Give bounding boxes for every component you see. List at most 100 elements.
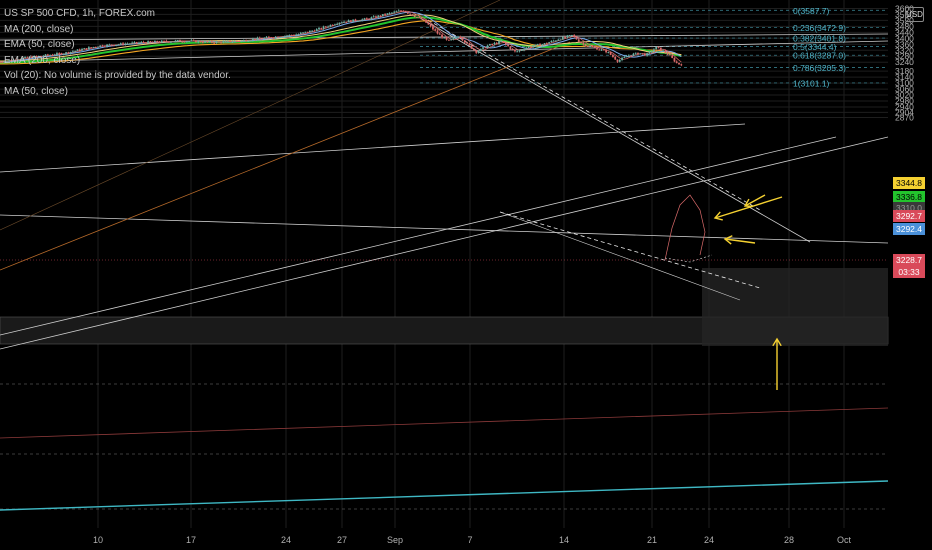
candle-body xyxy=(639,53,642,55)
candle-body xyxy=(44,54,47,56)
candle-body xyxy=(295,34,298,36)
candle-body xyxy=(454,37,457,39)
candle-body xyxy=(516,51,519,53)
candle-body xyxy=(76,49,79,51)
candle-body xyxy=(466,42,469,44)
candle-body xyxy=(169,41,172,43)
candle-body xyxy=(290,34,293,36)
moving-averages xyxy=(0,10,682,65)
candle-body xyxy=(459,36,462,38)
candle-body xyxy=(668,54,671,56)
candle-body xyxy=(345,21,348,23)
candle-body xyxy=(618,59,621,62)
price-tag-label: 3292.4 xyxy=(896,224,922,234)
time-tick-label: 24 xyxy=(281,535,291,545)
candle-body xyxy=(183,41,186,43)
candle-body xyxy=(536,44,539,46)
fib-label: 0.618(3287.0) xyxy=(793,51,846,61)
candle-body xyxy=(352,19,355,22)
time-tick-label: Oct xyxy=(837,535,852,545)
candle-body xyxy=(283,35,286,37)
candle-body xyxy=(318,27,320,30)
candle-body xyxy=(188,41,191,43)
candle-body xyxy=(509,46,512,50)
candle-body xyxy=(356,20,359,22)
candle-body xyxy=(637,52,639,55)
price-tick-label: 3020 xyxy=(895,90,914,100)
price-tick-label: 3520 xyxy=(895,15,914,25)
arrow-middle xyxy=(714,196,783,219)
candle-body xyxy=(545,43,548,45)
candle-body xyxy=(539,44,541,46)
price-tick-label: 3280 xyxy=(895,51,914,61)
price-tick-label: 3100 xyxy=(895,78,914,88)
candle-body xyxy=(561,36,564,40)
candle-body xyxy=(400,10,402,12)
candle-body xyxy=(108,44,111,46)
candle-body xyxy=(666,52,669,55)
arrow-upper xyxy=(744,194,766,207)
candle-body xyxy=(623,56,626,58)
candle-body xyxy=(340,22,343,24)
candle-body xyxy=(673,57,676,62)
candle-body xyxy=(457,36,459,38)
candle-body xyxy=(181,41,184,43)
candle-body xyxy=(461,37,464,41)
candle-body xyxy=(452,37,455,40)
price-tick-label: 3440 xyxy=(895,27,914,37)
candle-body xyxy=(450,39,453,41)
price-axis[interactable]: 3600356035203480344034003360332032803240… xyxy=(895,3,914,122)
price-tick-label: 3600 xyxy=(895,3,914,13)
price-tag-label: 3336.8 xyxy=(896,192,922,202)
candle-body xyxy=(641,53,644,55)
price-tag-label: 03:33 xyxy=(898,267,920,277)
candle-body xyxy=(106,44,108,47)
candle-body xyxy=(165,40,168,42)
candle-body xyxy=(60,53,63,55)
candle-body xyxy=(3,62,6,64)
candle-body xyxy=(475,50,478,53)
candle-body xyxy=(575,36,578,40)
annotation-arrows[interactable] xyxy=(713,194,783,390)
candle-body xyxy=(208,41,211,43)
candle-body xyxy=(40,55,42,57)
candle-body xyxy=(427,22,430,25)
candle-body xyxy=(101,45,104,47)
candle-body xyxy=(122,43,124,45)
candle-body xyxy=(154,40,156,42)
price-tag-bg xyxy=(893,177,925,189)
fib-retracement[interactable]: 0(3587.7) 0.236(3472.9)0.382(3401.8)0.5(3… xyxy=(420,6,888,89)
indicator-volume[interactable]: Vol (20): No volume is provided by the d… xyxy=(4,70,231,81)
candle-body xyxy=(384,14,386,16)
time-tick-label: Sep xyxy=(387,535,403,545)
candle-body xyxy=(131,42,134,44)
candle-body xyxy=(388,12,391,14)
trend-line xyxy=(0,40,889,63)
time-axis[interactable]: 10 17 24 27 Sep 7 14 21 24 28 Oct xyxy=(93,535,852,545)
candle-body xyxy=(58,53,61,55)
indicator-ema50[interactable]: EMA (50, close) xyxy=(4,39,75,50)
indicator-ema200[interactable]: EMA (200, close) xyxy=(4,54,81,66)
time-tick-label: 14 xyxy=(559,535,569,545)
symbol-title[interactable]: US SP 500 CFD, 1h, FOREX.com xyxy=(4,8,155,19)
candle-body xyxy=(363,18,366,20)
trend-line xyxy=(0,407,889,439)
candle-body xyxy=(302,32,304,34)
candle-body xyxy=(632,53,635,56)
candle-body xyxy=(436,30,439,34)
candle-body xyxy=(249,40,252,42)
price-tick-label: 3360 xyxy=(895,39,914,49)
candle-body xyxy=(258,37,261,39)
price-tag-label: 3310.0 xyxy=(896,203,922,213)
candle-body xyxy=(117,44,120,46)
currency-button[interactable]: USD xyxy=(905,7,924,22)
candle-body xyxy=(627,55,630,57)
candle-body xyxy=(359,20,361,22)
candle-body xyxy=(395,11,398,13)
indicator-ma200[interactable]: MA (200, close) xyxy=(4,23,74,35)
candle-body xyxy=(566,35,569,38)
indicator-ma50[interactable]: MA (50, close) xyxy=(4,85,68,97)
trend-lines[interactable] xyxy=(0,0,889,511)
candle-body xyxy=(163,40,165,42)
